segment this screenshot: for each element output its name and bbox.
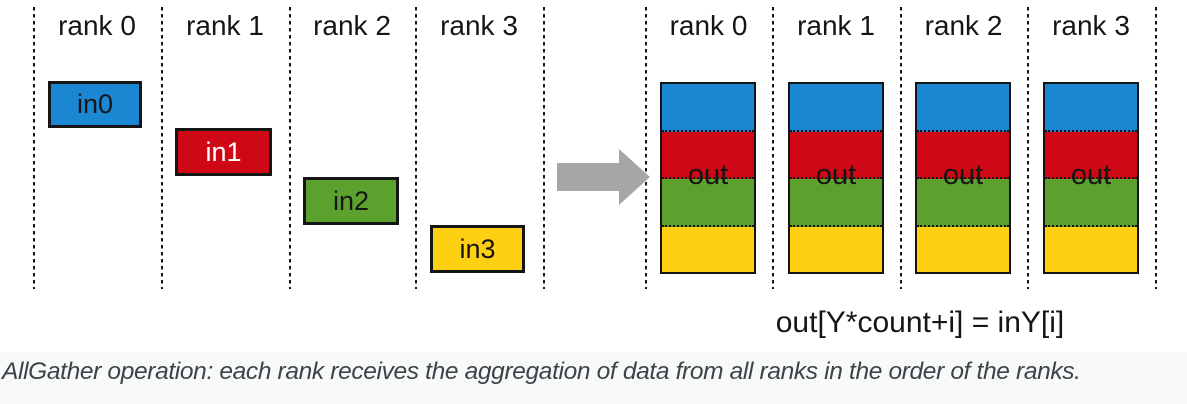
out-label: out (815, 159, 857, 191)
out-segment-yellow (662, 226, 754, 272)
dashed-separator (1027, 7, 1029, 289)
out-segment-red (790, 131, 882, 179)
input-box-in0-label: in0 (76, 89, 114, 119)
left-rank-0-label: rank 0 (58, 10, 136, 41)
out-segment-red (662, 131, 754, 179)
dashed-separator (289, 7, 291, 289)
out-segment-blue (917, 84, 1009, 132)
right-rank-0-label: rank 0 (669, 10, 748, 41)
out-segment-blue (662, 84, 754, 132)
right-arrow-icon (557, 149, 650, 205)
input-box-in1: in1 (175, 128, 272, 176)
left-rank-3-label: rank 3 (440, 10, 518, 41)
out-segment-green (790, 179, 882, 227)
input-box-in3-label: in3 (459, 233, 496, 264)
out-label: out (942, 159, 984, 191)
left-rank-1-label: rank 1 (186, 10, 264, 41)
left-rank-2-label: rank 2 (313, 10, 391, 41)
out-label: out (687, 159, 729, 191)
output-buffer-rank-2: out (915, 82, 1011, 274)
input-box-in0: in0 (48, 81, 142, 128)
out-segment-red (1045, 131, 1137, 179)
right-rank-2-label: rank 2 (924, 10, 1003, 41)
dashed-separator (1155, 7, 1157, 289)
out-segment-red (917, 131, 1009, 179)
out-segment-green (917, 179, 1009, 227)
figure-caption: AllGather operation: each rank receives … (2, 358, 1081, 385)
index-formula: out[Y*count+i] = inY[i] (775, 306, 1065, 339)
out-label: out (1070, 159, 1112, 191)
dashed-separator (33, 7, 35, 289)
out-segment-blue (1045, 84, 1137, 132)
out-segment-yellow (1045, 226, 1137, 272)
dashed-separator (543, 7, 545, 289)
out-segment-yellow (917, 226, 1009, 272)
caption-background (0, 352, 1187, 404)
output-buffer-rank-0: out (660, 82, 756, 274)
out-segment-yellow (790, 226, 882, 272)
dashed-separator (645, 7, 647, 289)
input-box-in2-label: in2 (332, 185, 370, 216)
right-rank-3-label: rank 3 (1052, 10, 1130, 41)
out-segment-green (662, 179, 754, 227)
dashed-separator (161, 7, 163, 289)
out-segment-blue (790, 84, 882, 132)
dashed-separator (772, 7, 774, 289)
out-segment-green (1045, 179, 1137, 227)
input-box-in3: in3 (430, 225, 525, 273)
input-box-in2: in2 (303, 177, 399, 225)
right-rank-1-label: rank 1 (797, 10, 875, 41)
output-buffer-rank-3: out (1043, 82, 1139, 274)
dashed-separator (900, 7, 902, 289)
output-buffer-rank-1: out (788, 82, 884, 274)
input-box-in1-label: in1 (205, 136, 242, 167)
dashed-separator (415, 7, 417, 289)
